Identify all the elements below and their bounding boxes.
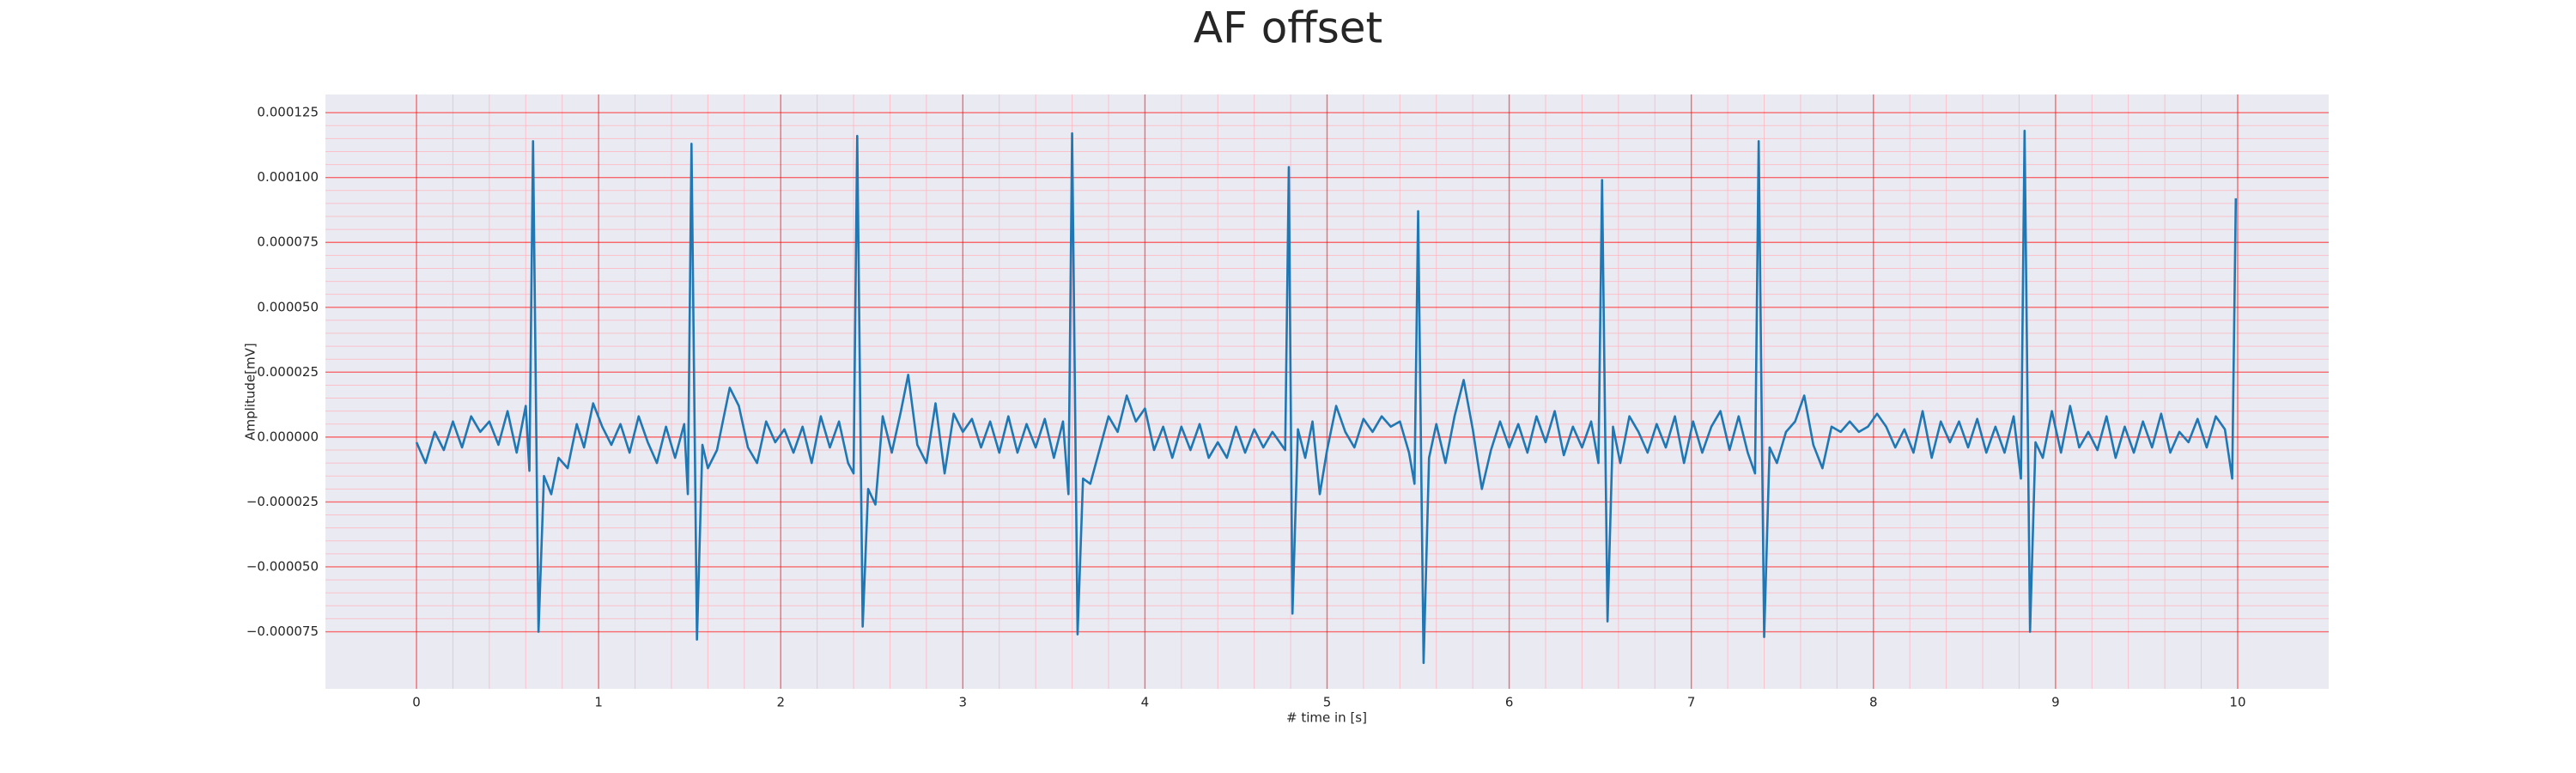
y-tick-label: 0.000125	[257, 105, 319, 120]
y-tick-label: 0.000050	[257, 299, 319, 314]
chart-title: AF offset	[1194, 3, 1382, 53]
y-tick-label: −0.000075	[246, 624, 319, 639]
x-tick-label: 8	[1869, 695, 1878, 710]
x-tick-label: 6	[1505, 695, 1514, 710]
x-tick-label: 5	[1323, 695, 1332, 710]
signal-line	[415, 130, 2238, 665]
x-tick-label: 2	[776, 695, 785, 710]
y-tick-label: −0.000050	[246, 558, 319, 574]
x-tick-label: 7	[1687, 695, 1696, 710]
x-tick-label: 10	[2229, 695, 2245, 710]
x-tick-label: 1	[594, 695, 603, 710]
y-tick-label: 0.000100	[257, 169, 319, 185]
y-tick-label: 0.000000	[257, 429, 319, 444]
x-axis-label: # time in [s]	[1286, 710, 1367, 726]
x-tick-label: 3	[959, 695, 968, 710]
y-tick-label: 0.000075	[257, 234, 319, 250]
x-tick-label: 0	[412, 695, 421, 710]
y-tick-label: −0.000025	[246, 494, 319, 509]
x-tick-label: 4	[1141, 695, 1150, 710]
x-tick-label: 9	[2051, 695, 2060, 710]
y-axis-label: Amplitude[mV]	[243, 343, 258, 440]
y-tick-label: 0.000025	[257, 364, 319, 380]
